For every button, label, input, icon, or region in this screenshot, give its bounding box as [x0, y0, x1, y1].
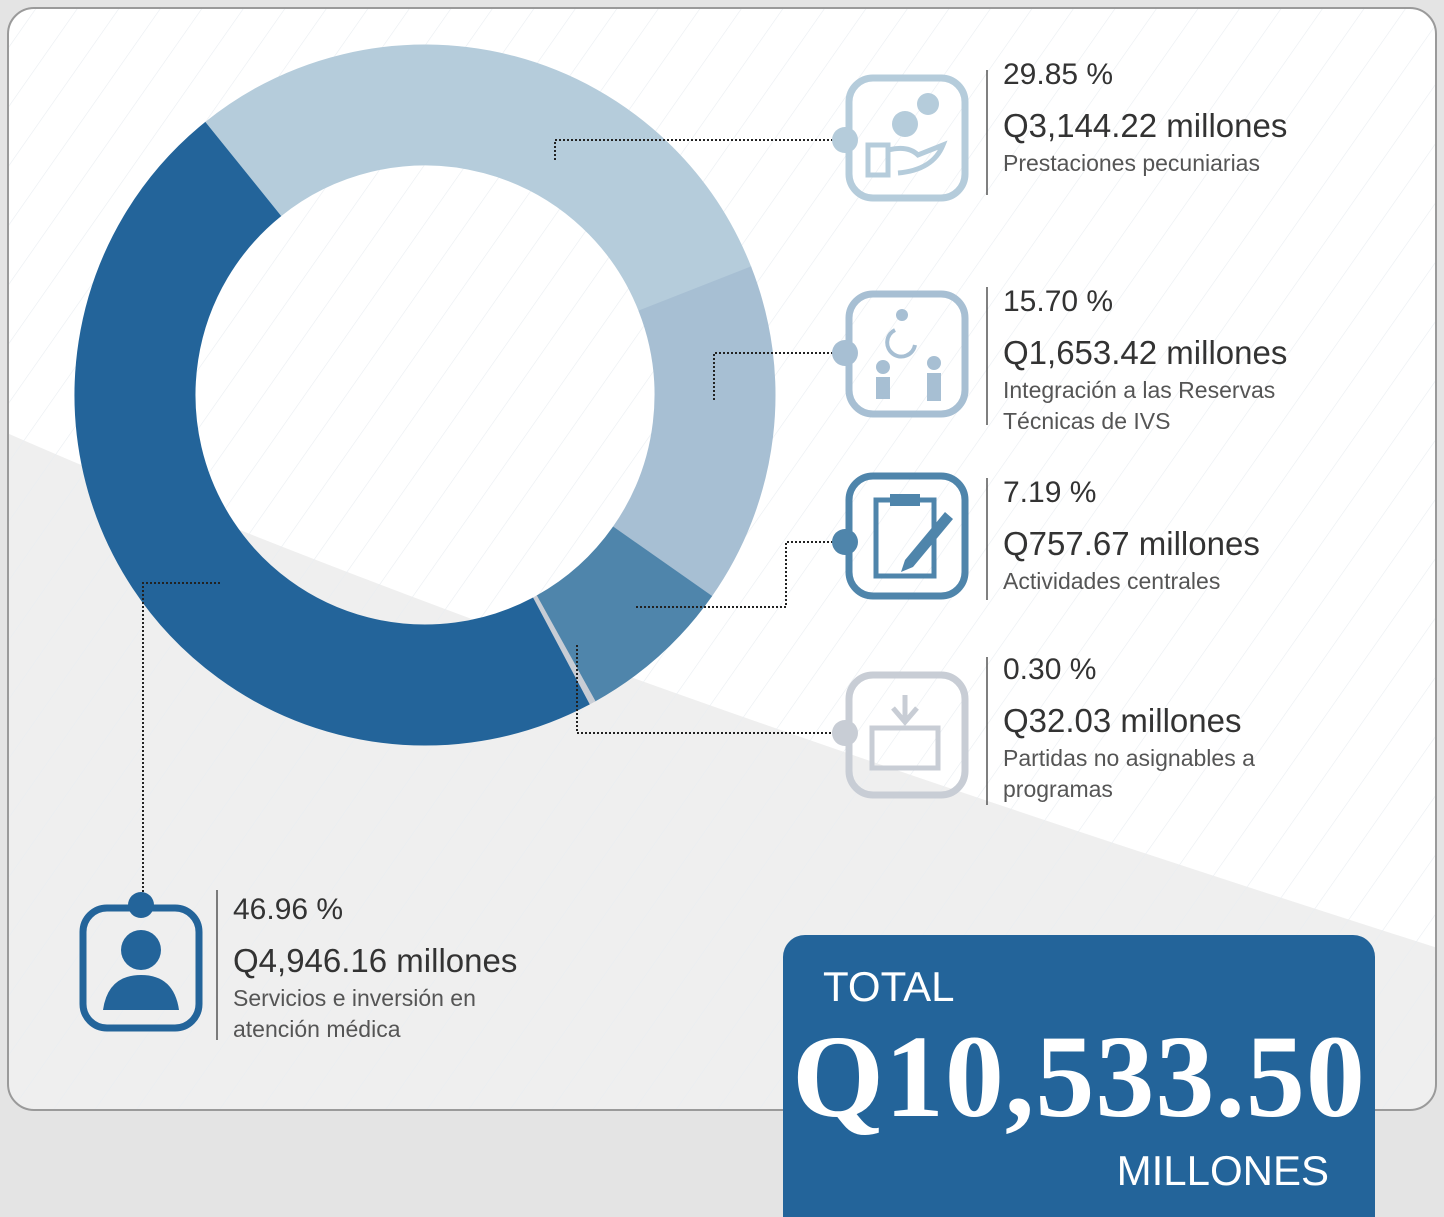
amount-label: Q1,653.42 millones	[1003, 334, 1288, 371]
icon-dots	[128, 127, 858, 918]
legend-item: 29.85 % Q3,144.22 millones Prestaciones pe…	[1003, 58, 1323, 179]
amount-label: Q32.03 millones	[1003, 702, 1242, 739]
donut	[74, 44, 776, 746]
value-label: 15.70 %	[1003, 285, 1114, 318]
total-value: Q10,533.50	[792, 1011, 1366, 1142]
legend-item: 46.96 % Q4,946.16 millones Servicios e inv…	[233, 893, 533, 1045]
category-label: Actividades centrales	[1003, 568, 1221, 594]
category-label: Integración a las Reservas Técnicas de I…	[1003, 377, 1276, 434]
amount-label: Q3,144.22 millones	[1003, 107, 1288, 144]
legend-item: 15.70 % Q1,653.42 millones Integración a l…	[1003, 285, 1323, 437]
value-label: 29.85 %	[1003, 58, 1114, 91]
total-title: TOTAL	[823, 963, 955, 1010]
amount-label: Q4,946.16 millones	[233, 942, 518, 979]
card-border	[7, 7, 1437, 1111]
leaders	[142, 139, 840, 900]
category-label: Partidas no asignables a programas	[1003, 745, 1255, 802]
icon-glyphs	[103, 93, 953, 1010]
donut-slice	[204, 44, 752, 312]
total-unit: MILLONES	[1116, 1147, 1329, 1194]
value-label: 46.96 %	[233, 893, 344, 926]
total-box: TOTAL Q10,533.50 MILLONES	[783, 935, 1375, 1217]
legend-item: 0.30 % Q32.03 millones Partidas no asignab…	[1003, 653, 1303, 805]
category-label: Servicios e inversión en atención médica	[233, 985, 476, 1042]
value-label: 0.30 %	[1003, 653, 1097, 686]
separators	[216, 70, 988, 1040]
legend-item: 7.19 % Q757.67 millones Actividades centra…	[1003, 476, 1323, 597]
category-label: Prestaciones pecuniarias	[1003, 150, 1260, 176]
donut-slice	[612, 266, 776, 597]
value-label: 7.19 %	[1003, 476, 1097, 509]
donut-slice	[74, 121, 590, 746]
amount-label: Q757.67 millones	[1003, 525, 1260, 562]
